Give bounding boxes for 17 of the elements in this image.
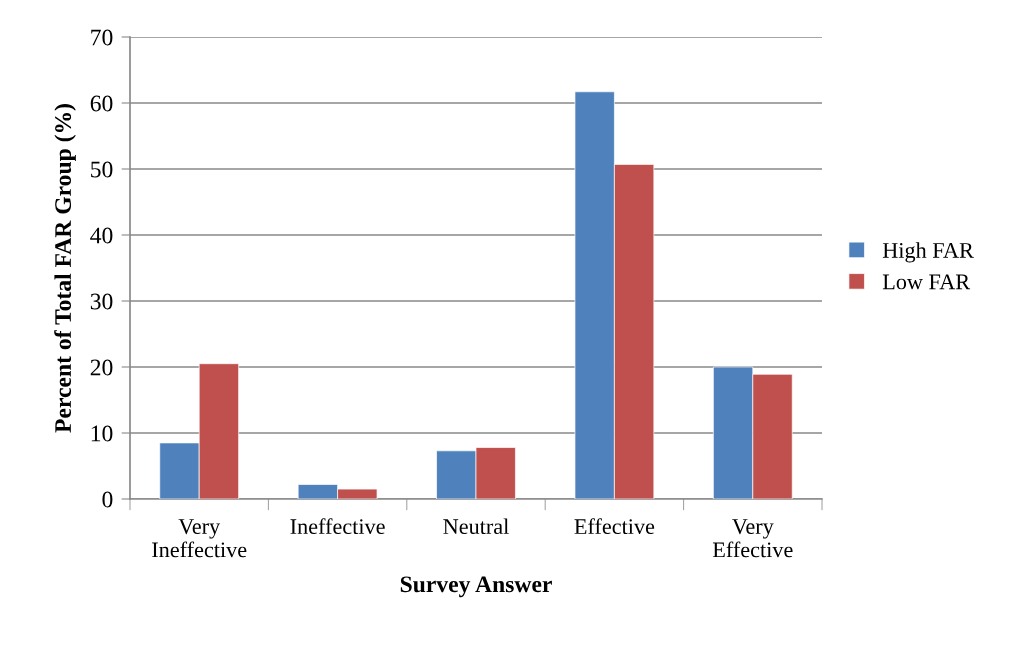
y-tick-label: 60 [90,95,113,112]
x-tick-label: Very Ineffective [152,519,247,558]
y-tick-label: 0 [102,491,113,508]
y-axis-title: Percent of Total FAR Group (%) [54,104,76,433]
y-tick-label: 20 [90,359,113,376]
x-tick-label: Effective [574,518,655,535]
x-tick-label: Neutral [443,518,509,535]
y-tick-label: 70 [91,29,113,46]
y-tick-label: 10 [91,425,113,442]
y-tick-label: 30 [90,293,113,310]
x-axis-title: Survey Answer [400,576,552,598]
legend-label: High FAR [882,242,974,263]
x-tick-label: Ineffective [290,518,385,535]
y-tick-label: 50 [91,161,113,178]
y-tick-label: 40 [90,227,113,244]
x-tick-label: Very Effective [712,519,793,558]
legend-label: Low FAR [882,274,971,290]
